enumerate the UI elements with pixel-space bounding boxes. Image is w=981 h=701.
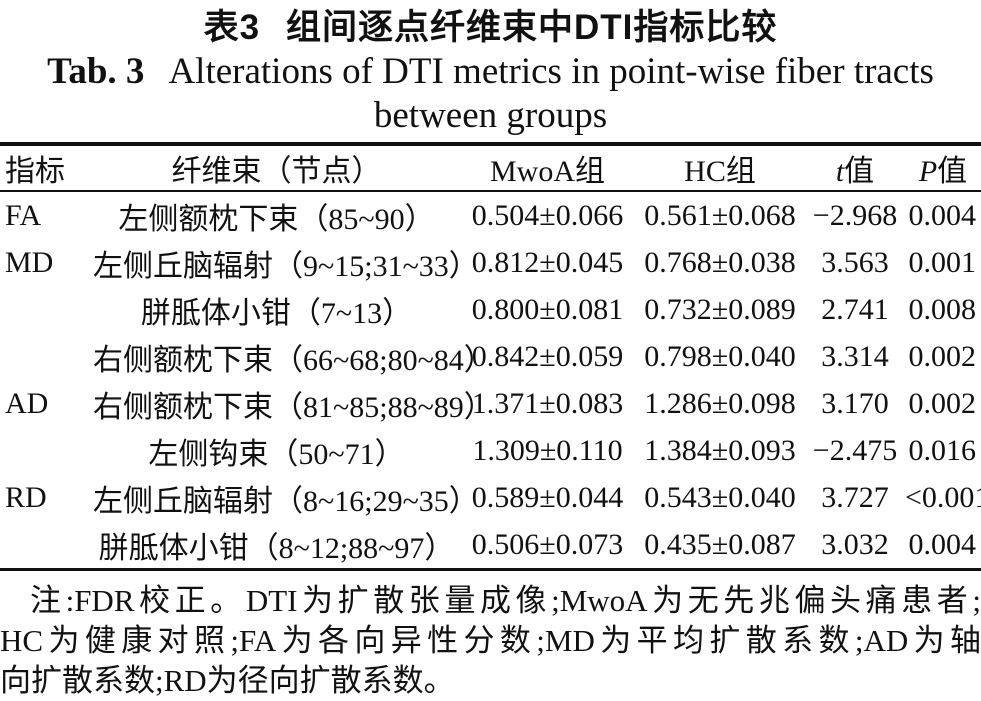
cell-metric: FA — [5, 198, 42, 232]
cell-tract: 胼胝体小钳（8~12;88~97） — [98, 531, 455, 565]
cell-metric — [0, 286, 93, 333]
cell-hc-value: 0.768±0.038 — [644, 245, 796, 279]
table-row: MD 左侧丘脑辐射（9~15;31~33） 0.812±0.045 0.768±… — [0, 239, 981, 286]
column-header-metric: 指标 — [0, 144, 93, 192]
table-row: FA 左侧额枕下束（85~90） 0.504±0.066 0.561±0.068… — [0, 191, 981, 239]
column-header-p-value: P值 — [905, 144, 981, 192]
table-footnote: 注:FDR校正。DTI为扩散张量成像;MwoA为无先兆偏头痛患者; HC为健康对… — [0, 581, 981, 701]
cell-tract: 右侧额枕下束（81~85;88~89） — [93, 390, 494, 424]
cell-tract: 左侧丘脑辐射（8~16;29~35） — [93, 484, 479, 518]
table-row: 左侧钩束（50~71） 1.309±0.110 1.384±0.093 −2.4… — [0, 427, 981, 474]
cell-p-value: 0.004 — [908, 527, 977, 561]
table-row: RD 左侧丘脑辐射（8~16;29~35） 0.589±0.044 0.543±… — [0, 474, 981, 521]
footnote-line: 向扩散系数;RD为径向扩散系数。 — [0, 663, 455, 698]
cell-p-value: 0.016 — [908, 433, 977, 467]
cell-metric — [0, 427, 93, 474]
cell-hc-value: 0.543±0.040 — [644, 480, 796, 514]
cell-tract: 左侧丘脑辐射（9~15;31~33） — [93, 249, 479, 283]
table-title-en-text: Alterations of DTI metrics in point-wise… — [168, 51, 934, 92]
column-header-hc-group: HC组 — [635, 144, 805, 192]
cell-p-value: 0.002 — [908, 339, 977, 373]
cell-mwoa-value: 0.504±0.066 — [471, 198, 624, 232]
table-body: FA 左侧额枕下束（85~90） 0.504±0.066 0.561±0.068… — [0, 191, 981, 570]
cell-t-value: 3.727 — [821, 480, 889, 514]
cell-t-value: −2.968 — [812, 198, 898, 232]
cell-hc-value: 1.286±0.098 — [644, 386, 796, 420]
cell-p-value: 0.002 — [908, 386, 977, 420]
column-header-t-value: t值 — [805, 144, 905, 192]
cell-t-value: 3.170 — [821, 386, 889, 420]
cell-mwoa-value: 0.812±0.045 — [471, 245, 624, 279]
table-row: 右侧额枕下束（66~68;80~84） 0.842±0.059 0.798±0.… — [0, 333, 981, 380]
cell-mwoa-value: 0.589±0.044 — [471, 480, 624, 514]
column-header-mwoa-group: MwoA组 — [460, 144, 635, 192]
cell-t-value: 3.032 — [821, 527, 889, 561]
cell-hc-value: 0.435±0.087 — [644, 527, 796, 561]
table-row: 胼胝体小钳（7~13） 0.800±0.081 0.732±0.089 2.74… — [0, 286, 981, 333]
footnote-line: HC为健康对照;FA为各向异性分数;MD为平均扩散系数;AD为轴 — [0, 623, 981, 658]
cell-p-value: <0.001 — [905, 480, 981, 514]
cell-metric — [0, 333, 93, 380]
table-title-zh-text: 组间逐点纤维束中DTI指标比较 — [286, 8, 778, 47]
cell-tract: 左侧额枕下束（85~90） — [118, 202, 435, 236]
cell-tract: 右侧额枕下束（66~68;80~84） — [93, 343, 494, 377]
table-title-en: Tab. 3 Alterations of DTI metrics in poin… — [0, 49, 981, 94]
cell-mwoa-value: 1.371±0.083 — [471, 386, 624, 420]
cell-metric — [0, 521, 93, 570]
cell-hc-value: 1.384±0.093 — [644, 433, 796, 467]
cell-t-value: −2.475 — [812, 433, 898, 467]
cell-metric: RD — [5, 480, 47, 514]
cell-hc-value: 0.798±0.040 — [644, 339, 796, 373]
table-title-zh: 表3 组间逐点纤维束中DTI指标比较 — [0, 0, 981, 49]
cell-p-value: 0.004 — [908, 198, 977, 232]
cell-hc-value: 0.561±0.068 — [644, 198, 796, 232]
cell-mwoa-value: 0.506±0.073 — [471, 527, 624, 561]
dti-metrics-table: 指标 纤维束（节点） MwoA组 HC组 t值 P值 FA 左侧额枕下束（85~… — [0, 142, 981, 571]
table-title-zh-label: 表3 — [203, 8, 261, 47]
cell-mwoa-value: 1.309±0.110 — [472, 433, 623, 467]
cell-t-value: 3.314 — [821, 339, 889, 373]
cell-metric: AD — [5, 386, 49, 420]
cell-mwoa-value: 0.800±0.081 — [471, 292, 624, 326]
footnote-line: 注:FDR校正。DTI为扩散张量成像;MwoA为无先兆偏头痛患者; — [30, 583, 981, 618]
cell-tract: 胼胝体小钳（7~13） — [140, 296, 413, 330]
table-row: AD 右侧额枕下束（81~85;88~89） 1.371±0.083 1.286… — [0, 380, 981, 427]
column-header-tract: 纤维束（节点） — [93, 144, 460, 192]
table-header-row: 指标 纤维束（节点） MwoA组 HC组 t值 P值 — [0, 144, 981, 192]
cell-t-value: 3.563 — [821, 245, 889, 279]
cell-p-value: 0.001 — [908, 245, 977, 279]
cell-p-value: 0.008 — [908, 292, 977, 326]
cell-t-value: 2.741 — [821, 292, 889, 326]
table-row: 胼胝体小钳（8~12;88~97） 0.506±0.073 0.435±0.08… — [0, 521, 981, 570]
cell-hc-value: 0.732±0.089 — [644, 292, 796, 326]
table-title-en-line2: between groups — [373, 95, 608, 136]
table-title-en-label: Tab. 3 — [47, 51, 145, 92]
cell-metric: MD — [5, 245, 54, 279]
cell-tract: 左侧钩束（50~71） — [148, 437, 405, 471]
cell-mwoa-value: 0.842±0.059 — [471, 339, 624, 373]
